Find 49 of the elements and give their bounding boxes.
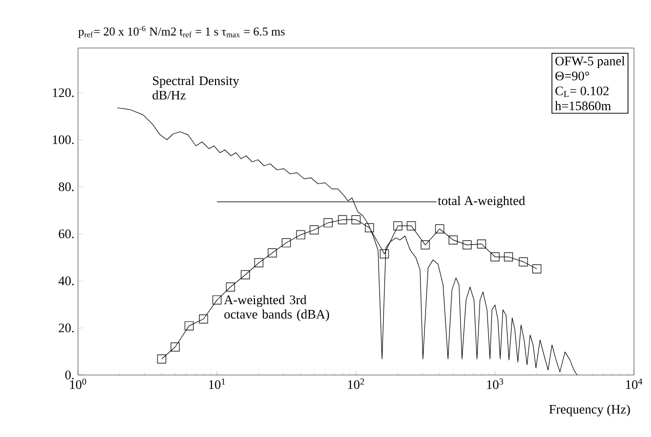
- y-tick-label: 40.: [58, 276, 74, 286]
- x-tick-label: 10$^{4}$: [626, 378, 642, 389]
- point: [477, 239, 486, 248]
- x-axis-title: Frequency (Hz): [549, 404, 630, 416]
- point: [324, 218, 333, 228]
- x-tick-label: 10$^{0}$: [70, 378, 86, 390]
- point: [532, 264, 542, 274]
- y-tick-label: 20.: [58, 324, 74, 332]
- point: [504, 252, 513, 262]
- x-tick-label: 10$^{3}$: [487, 378, 504, 389]
- point: [462, 240, 472, 250]
- point: [170, 342, 180, 352]
- point: [254, 258, 264, 268]
- point: [212, 295, 222, 304]
- annotation: Θ=90°: [555, 72, 590, 80]
- point: [296, 230, 306, 240]
- point: [380, 249, 389, 258]
- point: [448, 235, 458, 244]
- point: [420, 240, 430, 250]
- point: [310, 225, 319, 234]
- point: [393, 221, 402, 230]
- y-tick-label: 100.: [52, 135, 74, 144]
- annotation: OFW-5 panel: [555, 56, 625, 68]
- point: [184, 321, 194, 330]
- chart-title: p$_{ref}$= 20 x 10$^{-6}$ N/m2 t$_{ref}$ = 1 s τ$_{max}$ = 6.5 ms: [78, 26, 285, 38]
- point: [199, 314, 208, 324]
- point: [490, 252, 500, 262]
- annotation: h=15860m: [555, 101, 611, 110]
- y-tick-label: 60.: [58, 229, 74, 238]
- y-tick-label: 0.: [65, 370, 74, 380]
- x-tick-label: 10$^{1}$: [209, 378, 225, 389]
- y-tick-label: 120.: [52, 88, 74, 98]
- point: [364, 223, 374, 232]
- point: [268, 248, 277, 258]
- point: [435, 224, 444, 234]
- point: [157, 354, 166, 364]
- series-label: Spectral Density dB/Hz: [152, 76, 240, 100]
- point: [226, 282, 235, 292]
- point: [406, 221, 416, 230]
- annotation: C$_{L}$= 0.102: [555, 86, 609, 97]
- point: [282, 238, 291, 248]
- point: [240, 270, 250, 280]
- point: [518, 257, 528, 266]
- point: [352, 215, 361, 224]
- series-label: A-weighted 3rd octave bands (dBA): [224, 295, 330, 322]
- y-tick-label: 80.: [58, 182, 74, 192]
- x-tick-label: 10$^{2}$: [348, 378, 364, 389]
- series-label: total A-weighted: [438, 196, 526, 208]
- point: [338, 215, 348, 224]
